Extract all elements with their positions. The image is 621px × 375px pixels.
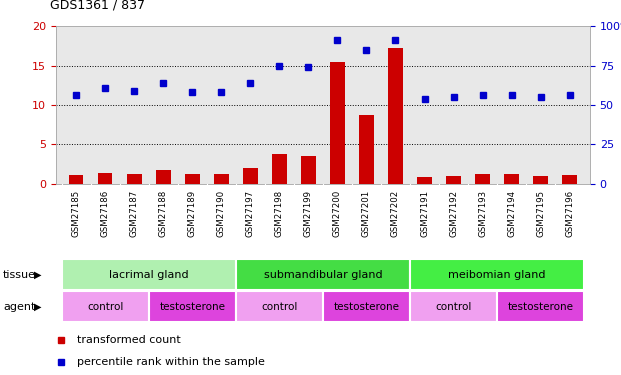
Text: GSM27198: GSM27198 xyxy=(275,190,284,237)
Bar xyxy=(533,176,548,184)
Text: tissue: tissue xyxy=(3,270,36,280)
Text: GSM27192: GSM27192 xyxy=(449,190,458,237)
Text: GSM27195: GSM27195 xyxy=(536,190,545,237)
Text: GSM27202: GSM27202 xyxy=(391,190,400,237)
Bar xyxy=(301,156,315,184)
Bar xyxy=(98,173,112,184)
Text: control: control xyxy=(261,302,297,312)
Bar xyxy=(446,176,461,184)
Bar xyxy=(323,291,410,322)
Text: GSM27187: GSM27187 xyxy=(130,190,138,237)
Bar xyxy=(330,62,345,184)
Bar xyxy=(359,115,374,184)
Bar xyxy=(214,174,229,184)
Bar xyxy=(410,291,497,322)
Bar xyxy=(272,154,287,184)
Text: GSM27194: GSM27194 xyxy=(507,190,516,237)
Text: GSM27185: GSM27185 xyxy=(71,190,81,237)
Text: GSM27189: GSM27189 xyxy=(188,190,197,237)
Bar xyxy=(236,291,323,322)
Text: GSM27197: GSM27197 xyxy=(246,190,255,237)
Text: GDS1361 / 837: GDS1361 / 837 xyxy=(50,0,145,11)
Text: ▶: ▶ xyxy=(34,302,42,312)
Text: testosterone: testosterone xyxy=(507,302,574,312)
Text: lacrimal gland: lacrimal gland xyxy=(109,270,189,280)
Bar xyxy=(497,291,584,322)
Text: control: control xyxy=(87,302,124,312)
Bar xyxy=(61,291,149,322)
Text: GSM27191: GSM27191 xyxy=(420,190,429,237)
Text: GSM27201: GSM27201 xyxy=(362,190,371,237)
Bar xyxy=(185,174,199,184)
Text: testosterone: testosterone xyxy=(333,302,399,312)
Bar xyxy=(69,175,83,184)
Bar xyxy=(388,48,403,184)
Bar xyxy=(417,177,432,184)
Text: GSM27186: GSM27186 xyxy=(101,190,110,237)
Bar xyxy=(156,170,171,184)
Bar xyxy=(563,175,577,184)
Text: submandibular gland: submandibular gland xyxy=(263,270,383,280)
Text: control: control xyxy=(435,302,472,312)
Text: GSM27196: GSM27196 xyxy=(565,190,574,237)
Text: percentile rank within the sample: percentile rank within the sample xyxy=(77,357,265,367)
Text: ▶: ▶ xyxy=(34,270,42,280)
Text: GSM27188: GSM27188 xyxy=(159,190,168,237)
Text: agent: agent xyxy=(3,302,35,312)
Text: GSM27200: GSM27200 xyxy=(333,190,342,237)
Bar xyxy=(236,260,410,290)
Bar xyxy=(475,174,490,184)
Bar xyxy=(127,174,142,184)
Bar xyxy=(504,174,519,184)
Text: GSM27193: GSM27193 xyxy=(478,190,487,237)
Text: GSM27199: GSM27199 xyxy=(304,190,313,237)
Bar xyxy=(410,260,584,290)
Text: GSM27190: GSM27190 xyxy=(217,190,226,237)
Text: meibomian gland: meibomian gland xyxy=(448,270,546,280)
Bar xyxy=(61,260,236,290)
Text: transformed count: transformed count xyxy=(77,335,181,345)
Text: testosterone: testosterone xyxy=(160,302,225,312)
Bar xyxy=(243,168,258,184)
Bar xyxy=(149,291,236,322)
